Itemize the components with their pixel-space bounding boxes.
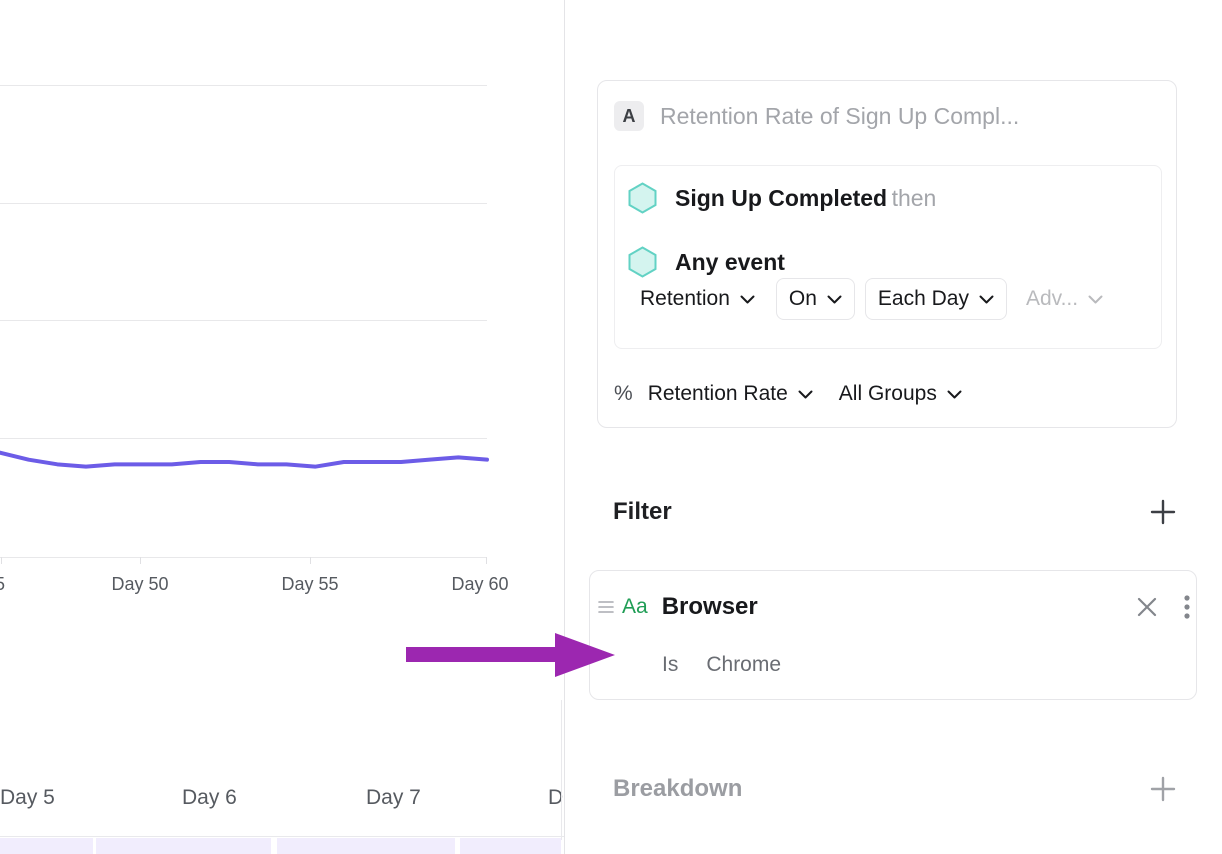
filter-entry-card: Aa Browser Is Chrome (589, 570, 1197, 700)
filter-condition-row: Is Chrome (662, 653, 781, 677)
chart-lower-x-label: Day 7 (366, 786, 421, 809)
chart-gridline (0, 320, 487, 321)
measurement-options-row: Retention On Each Day (627, 278, 1116, 320)
more-options-icon[interactable] (1184, 595, 1190, 619)
event-steps-card: Sign Up Completed then Any event Retenti… (614, 165, 1162, 349)
event-step-label: Any event (675, 249, 785, 276)
breakdown-section-header: Breakdown (613, 775, 1177, 803)
dropdown-advanced[interactable]: Adv... (1013, 278, 1116, 320)
event-step-name: Sign Up Completed (675, 184, 888, 211)
chart-x-label: Day 50 (111, 574, 169, 594)
chart-x-label: Day 60 (451, 574, 509, 594)
query-builder-sidebar: A Retention Rate of Sign Up Compl... Sig… (564, 0, 1222, 854)
chevron-down-icon (798, 390, 813, 398)
chart-x-tick (310, 557, 311, 564)
drag-handle-icon[interactable] (598, 600, 614, 614)
table-cell (460, 838, 561, 854)
chart-x-tick (486, 557, 487, 564)
filter-property-name[interactable]: Browser (661, 593, 758, 620)
metric-options-row: % Retention Rate All Groups (614, 373, 975, 415)
dropdown-label: Retention (640, 287, 730, 310)
add-filter-button[interactable] (1149, 498, 1177, 526)
dropdown-groups[interactable]: All Groups (826, 373, 975, 415)
event-step-name: Any event (675, 248, 785, 275)
chart-x-tick (1, 557, 2, 564)
breakdown-section-title: Breakdown (613, 775, 743, 802)
chart-gridline (0, 85, 487, 86)
chart-x-label: Day 55 (281, 574, 339, 594)
event-card-header: A Retention Rate of Sign Up Compl... (614, 101, 1019, 131)
chevron-down-icon (947, 390, 962, 398)
hexagon-icon (628, 182, 657, 214)
filter-value[interactable]: Chrome (706, 653, 782, 676)
text-type-icon: Aa (622, 595, 648, 618)
percent-icon: % (614, 382, 633, 405)
chevron-down-icon (1088, 295, 1103, 303)
chevron-down-icon (979, 295, 994, 303)
dropdown-retention-type[interactable]: Retention (627, 278, 768, 320)
chart-x-tick (140, 557, 141, 564)
close-icon[interactable] (1136, 596, 1158, 618)
table-divider (0, 836, 564, 837)
filter-entry-actions (1136, 595, 1190, 619)
dropdown-label: All Groups (838, 382, 937, 405)
dropdown-label: Retention Rate (647, 382, 788, 405)
event-letter-badge: A (614, 101, 644, 131)
event-card-title[interactable]: Retention Rate of Sign Up Compl... (660, 102, 1020, 129)
chart-lower-x-label: D (548, 786, 564, 809)
chart-lower-x-label: Day 6 (182, 786, 237, 809)
dropdown-label: Each Day (877, 287, 969, 310)
table-right-edge (561, 700, 562, 840)
dropdown-label: On (788, 287, 817, 310)
table-cell (277, 838, 455, 854)
filter-section-title: Filter (613, 498, 672, 525)
hexagon-icon (628, 246, 657, 278)
event-definition-card: A Retention Rate of Sign Up Compl... Sig… (597, 80, 1177, 428)
chart-gridline (0, 203, 487, 204)
filter-operator[interactable]: Is (662, 653, 679, 676)
dropdown-label: Adv... (1025, 287, 1079, 310)
table-cell (0, 838, 93, 854)
event-step-label: Sign Up Completed then (675, 185, 936, 212)
chevron-down-icon (827, 295, 842, 303)
filter-section-header: Filter (613, 498, 1177, 526)
dropdown-on[interactable]: On (775, 278, 855, 320)
dropdown-interval[interactable]: Each Day (864, 278, 1007, 320)
chart-x-axis (0, 557, 487, 558)
chevron-down-icon (740, 295, 755, 303)
chart-gridline (0, 438, 487, 439)
dropdown-measure[interactable]: Retention Rate (647, 373, 826, 415)
chart-region: 5 Day 50 Day 55 Day 60 Day 5 Day 6 Day 7… (0, 0, 564, 854)
event-step-row[interactable]: Any event (628, 246, 785, 278)
retention-line-chart (0, 450, 489, 469)
event-step-row[interactable]: Sign Up Completed then (628, 182, 936, 214)
filter-entry-header: Aa Browser (598, 593, 1190, 621)
event-step-suffix: then (891, 184, 937, 211)
table-cell (96, 838, 271, 854)
chart-x-label: 5 (0, 574, 12, 595)
chart-lower-x-label: Day 5 (0, 786, 55, 809)
add-breakdown-button[interactable] (1149, 775, 1177, 803)
